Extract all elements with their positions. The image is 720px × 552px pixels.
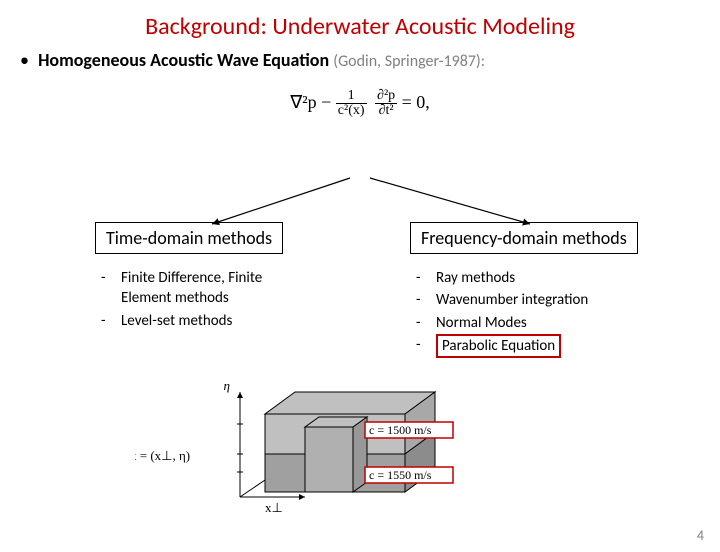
time-domain-title: Time-domain methods [95,222,283,254]
eq-frac1: 1 c²(x) [336,89,367,119]
dash-icon: - [410,313,436,333]
xperp-label: x⊥ [265,500,283,515]
eq-left: ∇²p − [290,92,336,112]
list-item-text: Normal Modes [436,313,670,333]
dash-icon: - [410,268,436,288]
dash-icon: - [95,268,121,309]
main-bullet: • Homogeneous Acoustic Wave Equation (Go… [20,49,720,71]
slide-title: Background: Underwater Acoustic Modeling [0,12,720,41]
x-vector-label: x = (x⊥, η) [135,448,190,463]
eta-label: η [224,378,230,393]
dash-icon: - [95,311,121,331]
eq-frac2: ∂²p ∂t² [375,89,397,119]
list-item-text: Ray methods [436,268,670,288]
eq-frac2-den: ∂t² [375,104,397,119]
diagram-svg: η x = (x⊥, η) x⊥ c = 1500 m/s c = 1550 m… [135,372,465,542]
bullet-label: Homogeneous Acoustic Wave Equation [38,49,329,71]
list-item-text: Wavenumber integration [436,290,670,310]
list-item-text: Level-set methods [121,311,315,331]
bullet-citation: (Godin, Springer-1987): [333,52,485,71]
highlighted-method: Parabolic Equation [436,334,561,358]
c2-label: c = 1550 m/s [369,468,432,482]
page-number: 4 [697,527,704,544]
time-domain-list: - Finite Difference, Finite Element meth… [95,268,315,331]
list-item-text: Finite Difference, Finite Element method… [121,268,315,309]
c1-label: c = 1500 m/s [369,423,432,437]
dash-icon: - [410,290,436,310]
bullet-dot: • [20,49,34,71]
list-item: - Ray methods [410,268,670,288]
list-item: - Finite Difference, Finite Element meth… [95,268,315,309]
bullet-text: Homogeneous Acoustic Wave Equation (Godi… [38,49,485,71]
eq-frac1-den: c²(x) [336,104,367,119]
eq-frac1-num: 1 [336,89,367,104]
list-item: - Normal Modes [410,313,670,333]
list-item-text-highlight: Parabolic Equation [436,335,670,358]
eq-right: = 0, [402,92,430,112]
dash-icon: - [410,335,436,358]
wave-equation: ∇²p − 1 c²(x) ∂²p ∂t² = 0, [0,89,720,119]
eq-frac2-num: ∂²p [375,89,397,104]
frequency-domain-column: Frequency-domain methods - Ray methods -… [410,222,670,360]
layered-medium-diagram: η x = (x⊥, η) x⊥ c = 1500 m/s c = 1550 m… [135,372,465,537]
list-item: - Wavenumber integration [410,290,670,310]
list-item: - Level-set methods [95,311,315,331]
frequency-domain-title: Frequency-domain methods [410,222,638,254]
frequency-domain-list: - Ray methods - Wavenumber integration -… [410,268,670,358]
list-item: - Parabolic Equation [410,335,670,358]
time-domain-column: Time-domain methods - Finite Difference,… [95,222,315,333]
